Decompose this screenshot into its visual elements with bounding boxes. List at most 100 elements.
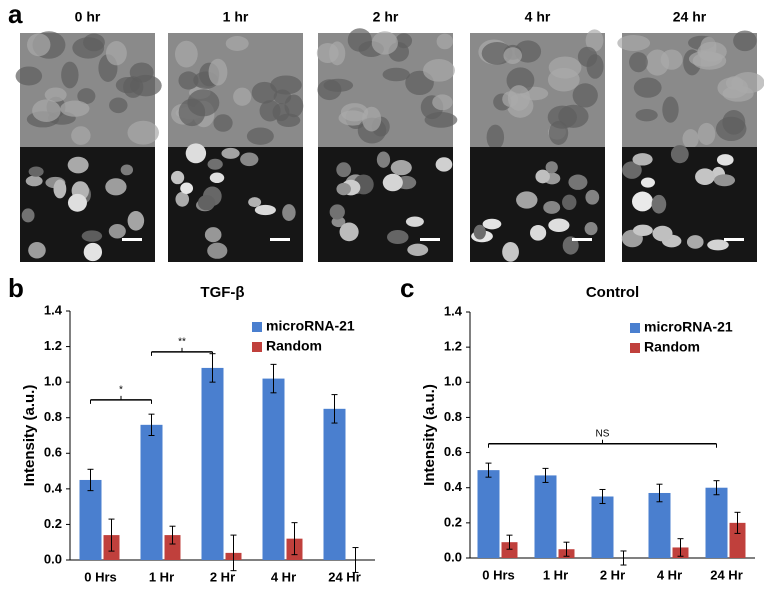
y-tick-label: 0.4 <box>444 479 463 494</box>
error-bar <box>563 541 570 557</box>
scale-bar <box>122 238 142 241</box>
cell <box>697 122 716 145</box>
nucleus <box>209 172 225 184</box>
cell <box>645 49 670 76</box>
y-tick-label: 0.4 <box>44 480 63 495</box>
nucleus <box>21 208 35 223</box>
panel-label: c <box>400 273 414 303</box>
cell <box>109 97 128 114</box>
nucleus <box>386 230 409 245</box>
bar <box>534 475 557 558</box>
cell <box>682 129 699 149</box>
cell <box>105 41 127 66</box>
timepoint-label: 2 hr <box>373 9 399 25</box>
nucleus <box>516 191 538 209</box>
cell <box>130 74 162 97</box>
nucleus <box>632 191 653 212</box>
y-tick-label: 1.0 <box>44 374 62 389</box>
cell <box>317 79 342 101</box>
significance-label: NS <box>596 428 610 439</box>
y-tick-label: 0.8 <box>44 409 62 424</box>
nucleus <box>640 177 655 188</box>
error-bar <box>713 480 720 496</box>
cell <box>423 59 455 82</box>
error-bar <box>677 538 684 557</box>
x-tick-label: 24 Hr <box>328 569 361 584</box>
error-bar <box>506 534 513 550</box>
nucleus <box>248 197 262 208</box>
y-tick-label: 0.2 <box>444 514 462 529</box>
bar <box>201 367 224 560</box>
nucleus <box>197 195 216 211</box>
nucleus <box>651 194 667 214</box>
x-tick-label: 4 Hr <box>657 567 682 582</box>
y-tick-label: 0.6 <box>44 445 62 460</box>
error-bar <box>485 462 492 478</box>
cell <box>61 61 79 89</box>
cell <box>213 114 233 132</box>
cell <box>503 47 522 64</box>
y-tick-label: 1.0 <box>444 374 462 389</box>
legend-label: microRNA-21 <box>644 319 733 335</box>
bar <box>729 522 746 558</box>
nucleus <box>180 182 194 194</box>
cell <box>83 33 105 52</box>
cell <box>276 113 301 127</box>
nucleus <box>376 151 391 168</box>
bar <box>477 470 500 558</box>
significance-label: ** <box>178 337 186 348</box>
nucleus <box>204 227 222 243</box>
cell <box>233 87 252 106</box>
legend-swatch <box>252 342 262 352</box>
nucleus <box>562 194 577 211</box>
nucleus <box>530 225 547 241</box>
nucleus <box>282 204 296 221</box>
y-tick-label: 1.2 <box>44 338 62 353</box>
nucleus <box>543 201 561 214</box>
nucleus <box>221 147 240 159</box>
nucleus <box>25 175 43 187</box>
nucleus <box>584 222 598 236</box>
x-tick-label: 4 Hr <box>271 569 296 584</box>
timepoint-label: 4 hr <box>525 9 551 25</box>
error-bar <box>331 394 338 424</box>
nucleus <box>695 168 715 186</box>
nucleus <box>390 159 412 176</box>
cell <box>71 126 91 145</box>
error-bar <box>352 547 359 573</box>
nucleus <box>67 156 89 174</box>
bar <box>705 487 728 558</box>
error-bar <box>620 550 627 566</box>
nucleus <box>240 152 259 167</box>
nucleus <box>716 154 734 166</box>
y-tick-label: 0.8 <box>444 409 462 424</box>
nucleus <box>175 191 190 207</box>
bar <box>591 496 614 558</box>
nucleus <box>28 242 46 259</box>
nucleus <box>254 204 276 216</box>
nucleus <box>185 143 207 164</box>
cell <box>270 75 302 95</box>
scale-bar <box>420 238 440 241</box>
cell <box>629 52 648 73</box>
fluorescence-image <box>470 147 605 262</box>
error-bar <box>599 488 606 505</box>
legend-label: microRNA-21 <box>266 318 355 334</box>
error-bar <box>108 518 115 552</box>
scale-bar <box>270 238 290 241</box>
nucleus <box>713 174 736 187</box>
timepoint-label: 1 hr <box>223 9 249 25</box>
y-tick-label: 1.4 <box>444 303 463 318</box>
cell <box>15 66 43 86</box>
nucleus <box>339 222 359 242</box>
cell <box>715 116 747 142</box>
cell <box>572 83 598 108</box>
nucleus <box>670 145 689 164</box>
chart-title: Control <box>586 284 639 301</box>
x-tick-label: 2 Hr <box>600 567 625 582</box>
bar <box>140 424 163 560</box>
nucleus <box>207 242 228 259</box>
error-bar <box>270 363 277 394</box>
cell <box>585 29 604 52</box>
y-tick-label: 0.2 <box>44 516 62 531</box>
